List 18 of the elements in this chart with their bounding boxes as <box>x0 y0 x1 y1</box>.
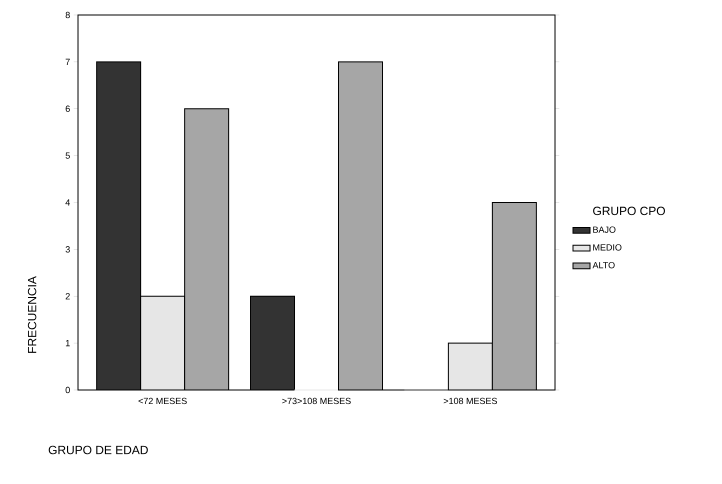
y-tick-label: 2 <box>66 293 70 300</box>
legend-label: MEDIO <box>593 244 622 251</box>
y-tick-label: 7 <box>66 58 70 65</box>
y-tick-label: 4 <box>65 199 70 206</box>
y-tick-label: 5 <box>66 152 70 159</box>
legend-label: ALTO <box>592 262 615 268</box>
y-tick-label: 3 <box>66 246 70 253</box>
x-tick-label: >108 MESES <box>444 398 498 404</box>
y-tick-label: 1 <box>66 340 70 346</box>
y-axis-title: FRECUENCIA <box>28 276 36 353</box>
legend-title: GRUPO CPO <box>593 206 665 216</box>
legend-label: BAJO <box>593 226 616 233</box>
x-axis-title: GRUPO DE EDAD <box>48 446 148 454</box>
y-tick-label: 0 <box>66 386 70 394</box>
x-tick-label: >73>108 MESES <box>282 398 351 404</box>
y-tick-label: 6 <box>66 106 70 112</box>
x-tick-label: <72 MESES <box>138 398 187 404</box>
y-tick-label: 8 <box>66 12 70 18</box>
